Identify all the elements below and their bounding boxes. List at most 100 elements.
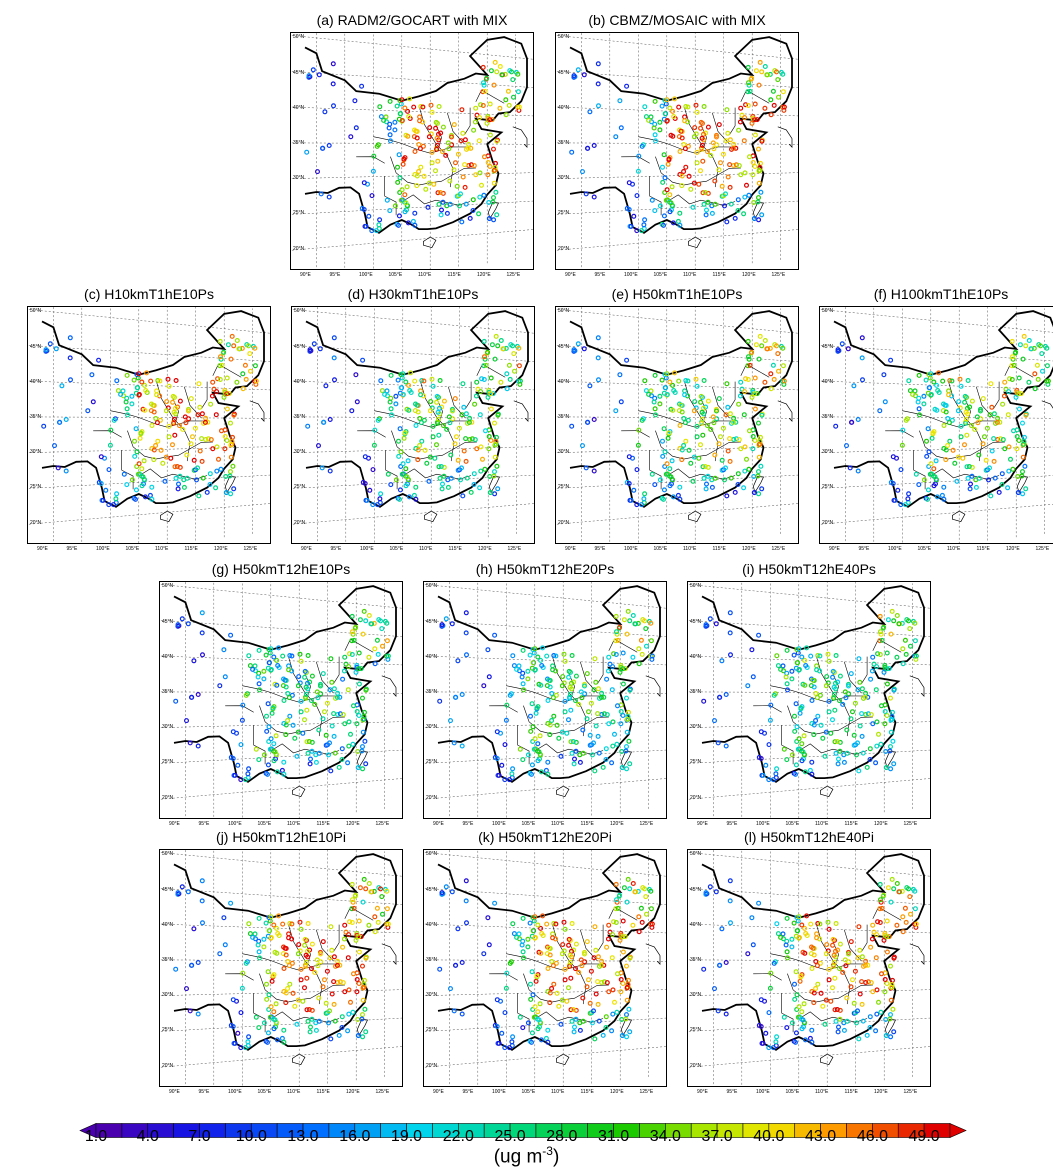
station-marker: [406, 494, 412, 500]
station-marker: [243, 960, 249, 966]
province-boundary: [465, 381, 472, 409]
station-marker: [604, 980, 610, 986]
station-marker: [264, 1039, 270, 1045]
station-marker: [414, 402, 420, 408]
station-marker: [272, 749, 278, 755]
station-marker: [884, 681, 890, 687]
station-marker: [1018, 391, 1024, 397]
station-marker: [955, 408, 961, 414]
station-marker: [617, 624, 623, 630]
station-marker: [530, 739, 536, 745]
lon-tick-label: 105°E: [125, 546, 140, 552]
station-marker: [617, 892, 623, 898]
station-marker: [221, 915, 227, 921]
station-marker: [307, 1029, 313, 1035]
panel-title: (d) H30kmT1hE10Ps: [347, 286, 479, 302]
station-marker: [878, 897, 884, 903]
station-marker: [455, 457, 461, 463]
station-marker: [498, 338, 504, 344]
station-marker: [407, 387, 413, 393]
station-marker: [832, 707, 838, 713]
lon-tick-label: 115°E: [712, 546, 726, 552]
station-marker: [874, 719, 880, 725]
station-marker: [679, 457, 685, 463]
station-marker: [712, 718, 718, 724]
lon-tick-label: 95°E: [594, 546, 606, 552]
station-marker: [516, 663, 522, 669]
station-marker: [581, 346, 587, 352]
station-marker: [397, 190, 403, 196]
station-marker: [891, 687, 897, 693]
station-marker: [995, 415, 1001, 421]
station-marker: [792, 728, 798, 734]
coastline: [513, 400, 529, 422]
station-marker: [759, 412, 765, 418]
station-marker: [883, 749, 889, 755]
station-marker: [270, 705, 276, 711]
parallel-line: [292, 503, 534, 525]
lon-tick-label: 125°E: [903, 1089, 918, 1095]
station-marker: [600, 1032, 606, 1038]
station-marker: [256, 949, 262, 955]
station-marker: [339, 1025, 345, 1031]
province-boundary: [872, 638, 902, 653]
station-marker: [550, 663, 556, 669]
station-marker: [256, 938, 262, 944]
coastline: [820, 785, 834, 798]
station-marker: [580, 1018, 586, 1024]
station-marker: [774, 653, 780, 659]
lon-tick-label: 95°E: [198, 1089, 210, 1095]
station-marker: [851, 732, 857, 738]
map-frame: 50°N 45°N 40°N 35°N 30°N 25°N 20°N: [423, 581, 667, 819]
station-marker: [863, 958, 869, 964]
station-marker: [353, 892, 359, 898]
station-marker: [173, 377, 179, 383]
station-marker: [229, 333, 235, 339]
lon-tick-label: 125°E: [639, 1089, 654, 1095]
province-boundary: [489, 705, 518, 713]
station-marker: [603, 757, 609, 763]
station-marker: [195, 412, 201, 418]
station-marker: [357, 617, 363, 623]
station-marker: [329, 723, 335, 729]
station-marker: [535, 654, 541, 660]
station-marker: [317, 346, 323, 352]
station-marker: [913, 921, 919, 927]
lat-tick-label: 45°N: [558, 69, 570, 76]
station-marker: [832, 1007, 838, 1013]
province-boundary: [608, 638, 638, 653]
station-marker: [794, 660, 800, 666]
station-marker: [437, 698, 443, 704]
station-marker: [857, 947, 863, 953]
station-marker: [584, 984, 590, 990]
station-marker: [467, 215, 473, 221]
station-marker: [796, 666, 802, 672]
station-marker: [326, 194, 332, 200]
lon-tick-label: 105°E: [653, 546, 668, 552]
lon-tick-label: 100°E: [359, 272, 373, 278]
map-canvas: [424, 582, 666, 818]
station-marker: [261, 944, 267, 950]
station-marker: [982, 434, 988, 440]
station-marker: [197, 448, 203, 454]
station-marker: [818, 990, 824, 996]
station-marker: [341, 936, 347, 942]
station-marker: [834, 1007, 840, 1013]
station-marker: [478, 389, 484, 395]
station-marker: [871, 661, 877, 667]
station-marker: [622, 666, 628, 672]
lon-tick-label: 90°E: [829, 546, 840, 552]
station-marker: [869, 668, 875, 674]
station-marker: [353, 669, 359, 675]
panel-title: (c) H10kmT1hE10Ps: [84, 286, 214, 302]
station-marker: [449, 621, 455, 627]
station-marker: [361, 180, 367, 186]
lon-tick-label: 125°E: [1035, 546, 1050, 552]
station-marker: [384, 638, 390, 644]
station-marker: [160, 460, 166, 466]
station-marker: [366, 213, 372, 219]
station-marker: [600, 764, 606, 770]
station-marker: [652, 412, 658, 418]
station-marker: [395, 179, 401, 185]
coastline: [249, 400, 265, 422]
